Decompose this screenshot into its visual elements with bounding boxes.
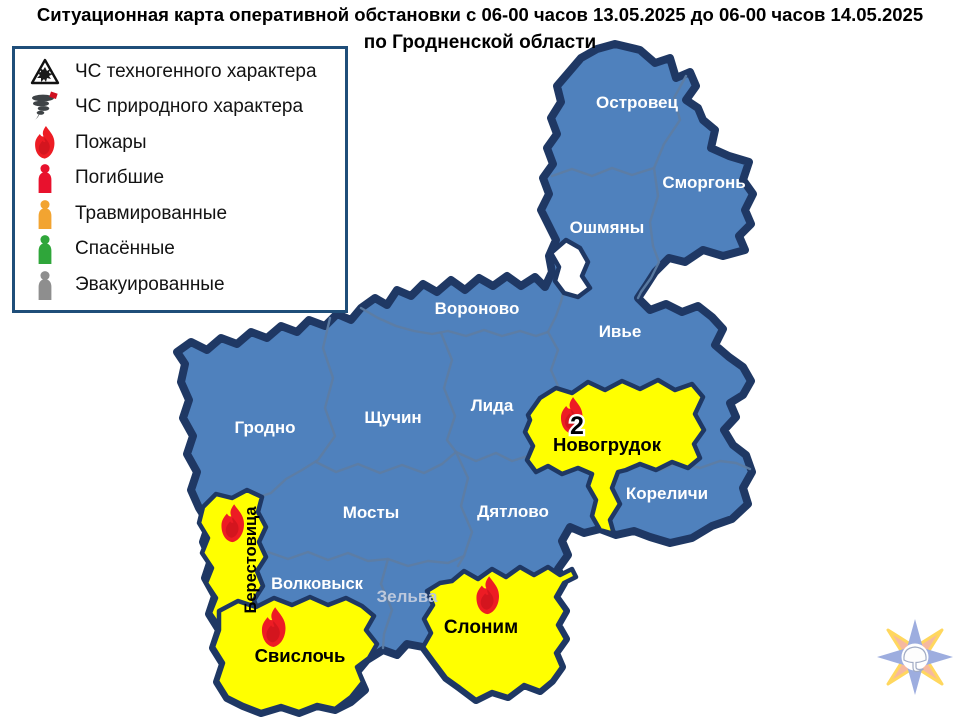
district-label-zelva: Зельва <box>376 587 438 606</box>
legend-item-rescued: Спасённые <box>27 232 337 268</box>
legend-item-label: Пожары <box>75 131 147 153</box>
legend-item-natural: ЧС природного характера <box>27 90 337 126</box>
legend-item-label: Погибшие <box>75 167 165 189</box>
legend-item-label: Эвакуированные <box>75 273 225 295</box>
district-label-oshmyany: Ошмяны <box>570 218 645 237</box>
injured-person-icon <box>27 198 63 230</box>
evacuated-person-icon <box>27 269 63 301</box>
district-label-shchuchin: Щучин <box>364 408 421 427</box>
natural-emergency-icon <box>27 91 63 123</box>
legend-item-injured: Травмированные <box>27 196 337 232</box>
district-label-smorgon: Сморгонь <box>662 173 745 192</box>
district-label-korelichi: Кореличи <box>626 484 708 503</box>
legend-panel: ЧС техногенного характера ЧС природного … <box>12 46 348 313</box>
district-label-berestovitsa: Берестовица <box>242 506 260 614</box>
mchs-logo-icon <box>877 619 953 695</box>
district-shape-slonim <box>420 564 579 703</box>
district-label-mosty: Мосты <box>343 503 400 522</box>
district-shape-svisloch <box>210 594 380 715</box>
technogenic-emergency-icon <box>27 56 63 88</box>
district-label-svisloch: Свислочь <box>255 645 346 666</box>
legend-item-label: Травмированные <box>75 202 228 224</box>
legend-item-evacuated: Эвакуированные <box>27 267 337 303</box>
legend-item-technogenic: ЧС техногенного характера <box>27 54 337 90</box>
page-title: Ситуационная карта оперативной обстановк… <box>0 2 960 56</box>
fire-icon <box>27 125 63 159</box>
legend-item-deceased: Погибшие <box>27 161 337 197</box>
district-labels: Островец Сморгонь Ошмяны Вороново Ивье Л… <box>235 93 746 666</box>
district-label-novogrudok: Новогрудок <box>553 434 662 455</box>
rescued-person-icon <box>27 233 63 265</box>
deceased-person-icon <box>27 162 63 194</box>
page-title-line1: Ситуационная карта оперативной обстановк… <box>36 4 924 25</box>
legend-item-label: ЧС техногенного характера <box>75 60 317 82</box>
district-label-dyatlovo: Дятлово <box>477 502 549 521</box>
map-enclave <box>548 237 593 300</box>
district-label-ivye: Ивье <box>599 322 642 341</box>
legend-item-label: ЧС природного характера <box>75 96 304 118</box>
district-label-slonim: Слоним <box>444 617 518 638</box>
legend-item-fires: Пожары <box>27 125 337 161</box>
district-label-ostrovets: Островец <box>596 93 678 112</box>
legend-item-label: Спасённые <box>75 238 175 260</box>
district-label-voronovo: Вороново <box>435 299 520 318</box>
district-label-volkovysk: Волковыск <box>271 575 364 593</box>
page-title-line2: по Гродненской области <box>363 31 597 53</box>
district-label-lida: Лида <box>471 396 514 415</box>
district-label-grodno: Гродно <box>235 418 296 437</box>
fire-count-badge: 2 <box>570 412 584 440</box>
